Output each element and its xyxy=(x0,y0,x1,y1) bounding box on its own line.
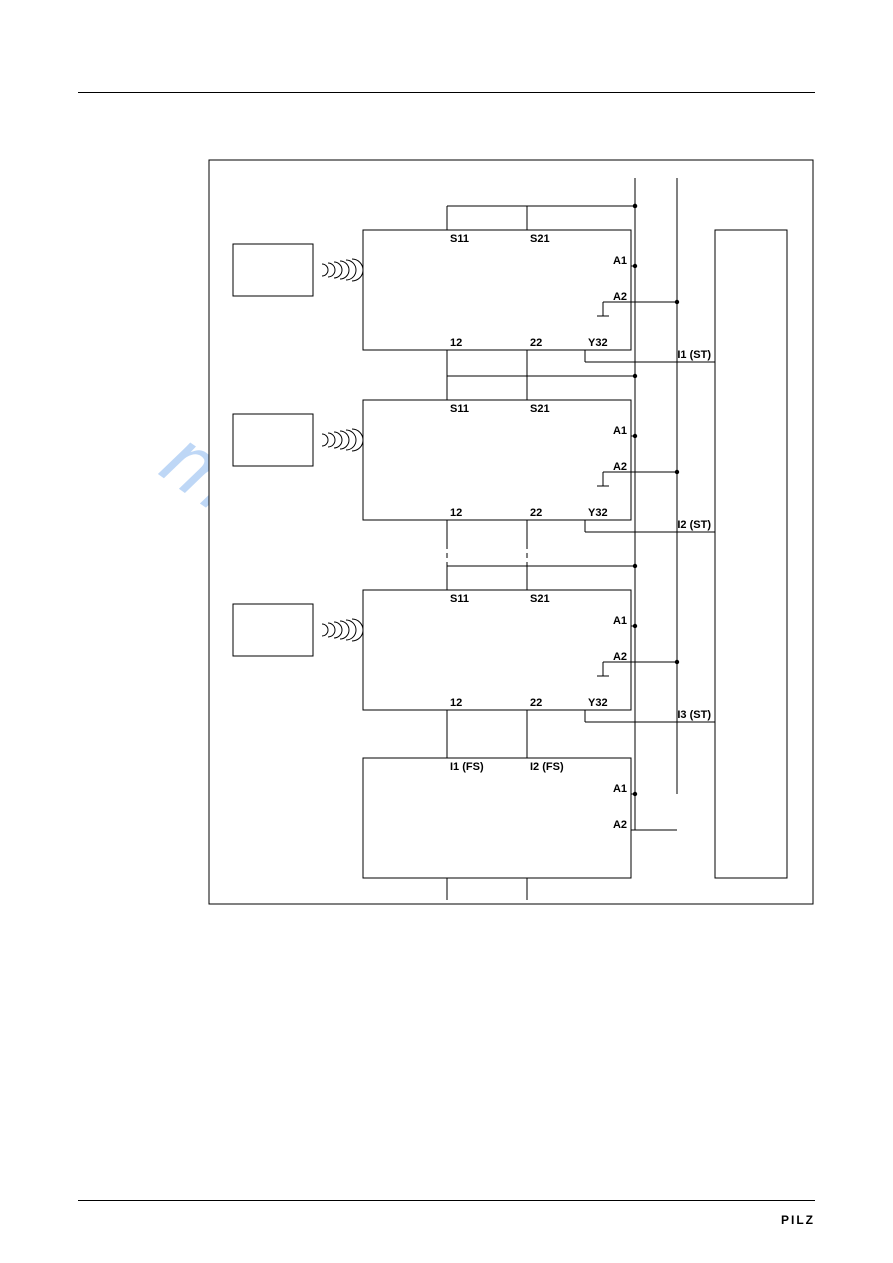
svg-text:A2: A2 xyxy=(613,651,627,663)
wiring-diagram: 24 V 0 V S11 S21 12 22 Y32 A1 A2 I1 (ST) S11 S21 12 2… xyxy=(207,158,815,906)
svg-text:S21: S21 xyxy=(530,233,550,245)
svg-text:Y32: Y32 xyxy=(588,337,608,349)
footer-rule xyxy=(78,1200,815,1201)
svg-text:Y32: Y32 xyxy=(588,507,608,519)
svg-text:I1 (ST): I1 (ST) xyxy=(677,349,711,361)
svg-text:12: 12 xyxy=(450,337,462,349)
svg-text:S21: S21 xyxy=(530,593,550,605)
svg-text:S11: S11 xyxy=(450,403,469,415)
svg-text:22: 22 xyxy=(530,337,542,349)
svg-text:12: 12 xyxy=(450,697,462,709)
svg-text:22: 22 xyxy=(530,507,542,519)
svg-text:A1: A1 xyxy=(613,783,627,795)
svg-text:24 V: 24 V xyxy=(610,158,633,161)
svg-text:S11: S11 xyxy=(450,233,469,245)
svg-text:A2: A2 xyxy=(613,291,627,303)
footer-logo: PILZ xyxy=(781,1213,815,1227)
svg-text:I1 (FS): I1 (FS) xyxy=(450,761,484,773)
header-rule xyxy=(78,92,815,93)
svg-text:A1: A1 xyxy=(613,425,627,437)
svg-text:A2: A2 xyxy=(613,819,627,831)
svg-text:12: 12 xyxy=(450,507,462,519)
svg-text:I3 (ST): I3 (ST) xyxy=(677,709,711,721)
svg-text:22: 22 xyxy=(530,697,542,709)
svg-text:I2 (ST): I2 (ST) xyxy=(677,519,711,531)
svg-text:0 V: 0 V xyxy=(681,158,698,161)
svg-text:I2 (FS): I2 (FS) xyxy=(530,761,564,773)
svg-text:S21: S21 xyxy=(530,403,550,415)
svg-text:A1: A1 xyxy=(613,255,627,267)
svg-text:A1: A1 xyxy=(613,615,627,627)
svg-text:S11: S11 xyxy=(450,593,469,605)
svg-text:A2: A2 xyxy=(613,461,627,473)
svg-text:Y32: Y32 xyxy=(588,697,608,709)
page: manualshive.com 24 V0 VS11S211222Y32A1A2… xyxy=(0,0,893,1263)
